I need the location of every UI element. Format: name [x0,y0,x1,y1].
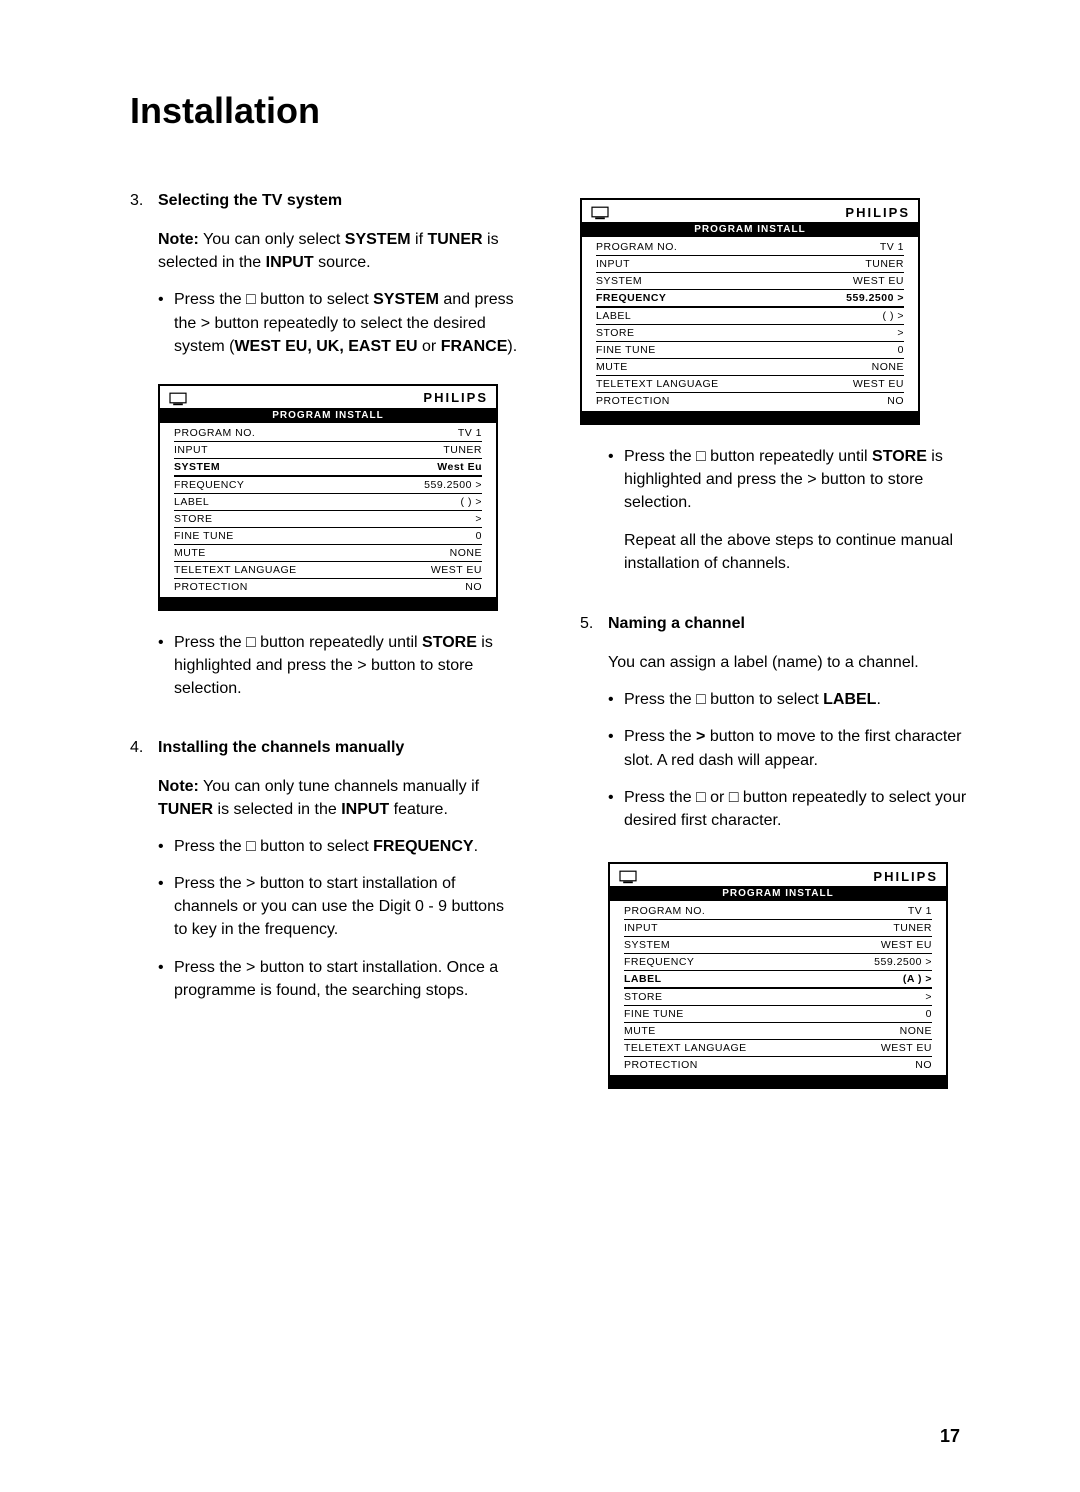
sec3-bullet1: • Press the □ button to select SYSTEM an… [158,288,520,358]
tv-icon [168,390,188,406]
sec3-bullet2: • Press the □ button repeatedly until ST… [158,631,520,701]
brand-label: PHILIPS [845,205,910,220]
sec5-bullet1: • Press the □ button to select LABEL. [608,688,970,711]
sec5-heading: Naming a channel [608,615,970,633]
menu-title: PROGRAM INSTALL [610,886,946,901]
menu-screenshot-frequency: PHILIPS PROGRAM INSTALL PROGRAM NO.TV 1 … [580,198,920,425]
menu-screenshot-system: PHILIPS PROGRAM INSTALL PROGRAM NO.TV 1 … [158,384,498,611]
sec4-bullet3: • Press the > button to start installati… [158,956,520,1002]
menu-title: PROGRAM INSTALL [160,408,496,423]
sec5-bullet2: • Press the > button to move to the firs… [608,725,970,771]
page-title: Installation [130,90,970,132]
col2-para1: Repeat all the above steps to continue m… [624,529,970,575]
sec3-number: 3. [130,192,158,372]
sec4-bullet2: • Press the > button to start installati… [158,872,520,942]
sec5-number: 5. [580,615,608,846]
page-number: 17 [940,1426,960,1447]
sec4-bullet1: • Press the □ button to select FREQUENCY… [158,835,520,858]
sec3-note: Note: You can only select SYSTEM if TUNE… [158,228,520,274]
tv-icon [618,868,638,884]
brand-label: PHILIPS [423,390,488,405]
sec4-number: 4. [130,739,158,1017]
col2-bullet1: • Press the □ button repeatedly until ST… [608,445,970,515]
tv-icon [590,204,610,220]
sec4-heading: Installing the channels manually [158,739,520,757]
right-column: PHILIPS PROGRAM INSTALL PROGRAM NO.TV 1 … [580,192,970,1109]
menu-screenshot-label: PHILIPS PROGRAM INSTALL PROGRAM NO.TV 1 … [608,862,948,1089]
brand-label: PHILIPS [873,869,938,884]
sec4-note: Note: You can only tune channels manuall… [158,775,520,821]
menu-title: PROGRAM INSTALL [582,222,918,237]
sec5-para1: You can assign a label (name) to a chann… [608,651,970,674]
sec3-heading: Selecting the TV system [158,192,520,210]
left-column: 3. Selecting the TV system Note: You can… [130,192,520,1109]
sec5-bullet3: • Press the □ or □ button repeatedly to … [608,786,970,832]
